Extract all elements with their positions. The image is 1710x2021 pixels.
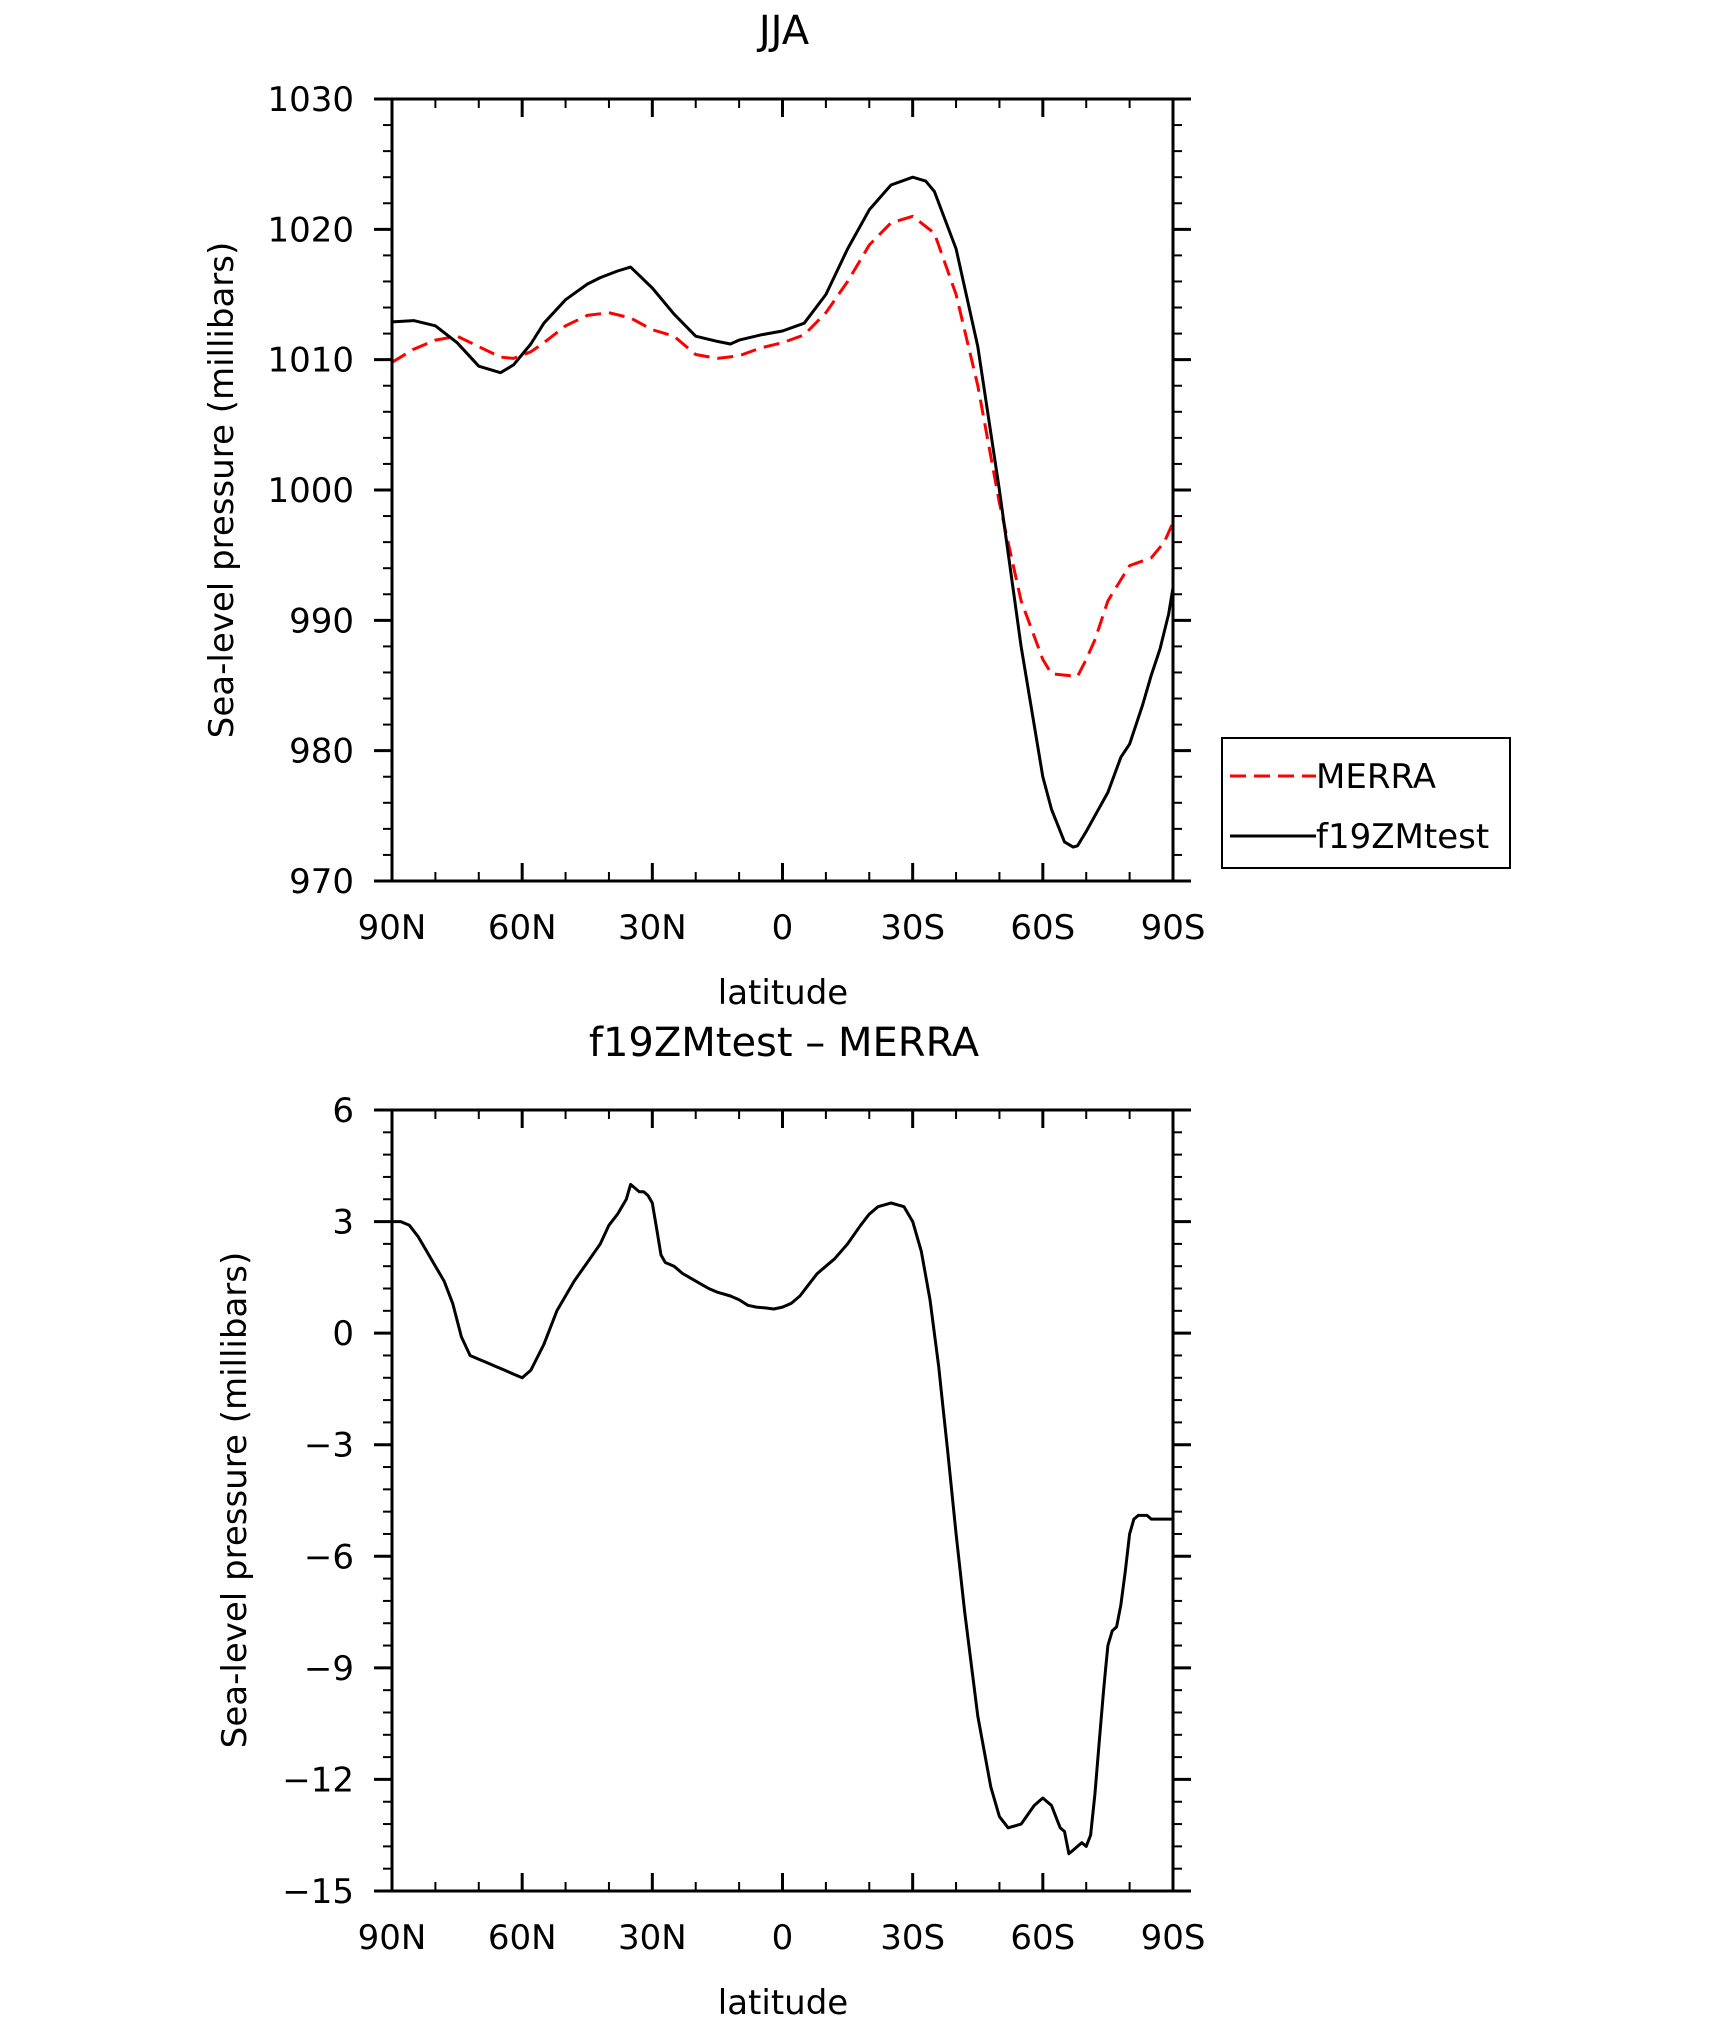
bottom-x-tick-label: 0 [772, 1918, 794, 1958]
bottom-y-tick-label: 6 [332, 1091, 354, 1131]
top-chart-title: JJA [756, 8, 810, 54]
bottom-y-tick-label: −12 [282, 1760, 354, 1800]
bottom-x-tick-label: 30N [618, 1918, 687, 1958]
bottom-x-tick-label: 60N [488, 1918, 557, 1958]
bottom-x-tick-label: 30S [880, 1918, 945, 1958]
top-x-tick-label: 60N [488, 908, 557, 948]
bottom-y-tick-label: 3 [332, 1203, 354, 1243]
bottom-plot-frame [390, 1108, 1175, 1893]
bottom-y-tick-label: −6 [304, 1537, 354, 1577]
top-x-tick-label: 30S [880, 908, 945, 948]
top-y-tick-label: 1010 [267, 341, 354, 381]
top-y-tick-label: 1000 [267, 471, 354, 511]
bottom-x-axis-title: latitude [718, 1983, 848, 2021]
bottom-chart-panel: f19ZMtest – MERRA 90N 60N 30N 0 30S 60S 90S 6 3 0… [215, 1020, 1205, 2021]
top-x-axis-title: latitude [718, 973, 848, 1013]
legend: MERRA f19ZMtest [1221, 737, 1511, 869]
top-x-tick-label: 60S [1010, 908, 1075, 948]
top-series-f19zmtest-line [391, 175, 1175, 849]
bottom-y-tick-label: 0 [332, 1314, 354, 1354]
top-y-tick-label: 980 [289, 732, 354, 772]
bottom-y-axis-title: Sea-level pressure (millibars) [215, 1252, 255, 1748]
top-x-tick-label: 0 [772, 908, 794, 948]
bottom-x-tick-label: 90N [358, 1918, 427, 1958]
top-x-tick-label: 30N [618, 908, 687, 948]
bottom-y-tick-label: −3 [304, 1426, 354, 1466]
legend-box [1221, 737, 1511, 869]
top-y-tick-label: 1030 [267, 80, 354, 120]
top-y-tick-label: 970 [289, 862, 354, 902]
bottom-x-tick-label: 90S [1141, 1918, 1206, 1958]
legend-f19zmtest-label: f19ZMtest [1316, 817, 1489, 857]
bottom-chart-title: f19ZMtest – MERRA [589, 1020, 980, 1066]
bottom-y-tick-label: −9 [304, 1649, 354, 1689]
top-series-merra-line [391, 214, 1175, 678]
bottom-x-tick-label: 60S [1010, 1918, 1075, 1958]
top-y-axis-title: Sea-level pressure (millibars) [202, 242, 242, 738]
top-plot-frame [390, 97, 1175, 883]
bottom-y-tick-label: −15 [282, 1872, 354, 1912]
top-chart-panel: JJA 90N 60N 30N 0 30S 60S 90S 1030 1020 1010 1000 9… [202, 8, 1511, 1013]
top-x-tick-label: 90N [358, 908, 427, 948]
top-y-tick-label: 1020 [267, 210, 354, 250]
bottom-series-difference-line [392, 1182, 1173, 1856]
top-x-tick-label: 90S [1141, 908, 1206, 948]
legend-merra-label: MERRA [1316, 757, 1436, 797]
top-y-tick-label: 990 [289, 601, 354, 641]
